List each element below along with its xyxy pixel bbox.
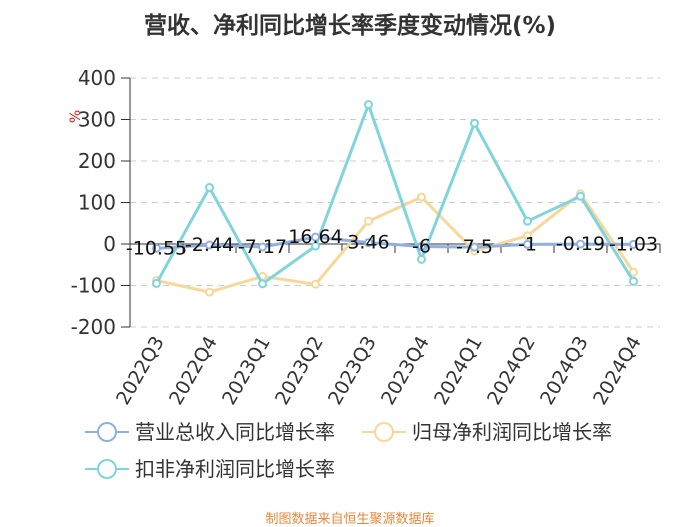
data-point — [364, 216, 373, 226]
x-tick-label: 2023Q4 — [377, 333, 434, 409]
x-tick-label: 2024Q1 — [430, 333, 487, 409]
data-point — [629, 267, 638, 277]
data-point — [311, 241, 320, 251]
x-tick-label: 2023Q1 — [218, 333, 275, 409]
data-point — [258, 242, 267, 252]
y-axis-label: % — [68, 110, 84, 123]
data-point — [152, 243, 161, 253]
data-label: -2.44 — [185, 234, 234, 256]
data-point — [311, 279, 320, 289]
legend-marker — [374, 422, 394, 442]
x-tick-label: 2024Q2 — [483, 333, 540, 409]
data-label: 3.46 — [347, 232, 389, 254]
data-point — [523, 216, 532, 226]
data-point — [364, 238, 373, 248]
data-label: 16.64 — [288, 226, 342, 248]
data-point — [417, 241, 426, 251]
data-label: -10.55 — [126, 237, 187, 259]
data-point — [576, 239, 585, 249]
data-point — [470, 118, 479, 128]
data-label: -1 — [518, 233, 537, 255]
series-line-1 — [156, 192, 635, 294]
data-point — [205, 240, 214, 250]
x-tick-label: 2023Q3 — [324, 333, 381, 409]
source-footer: 制图数据来自恒生聚源数据库 — [265, 512, 435, 527]
data-point — [629, 239, 638, 249]
y-tick-label: 200 — [78, 149, 116, 173]
y-tick-label: 100 — [78, 191, 116, 215]
legend-marker — [97, 459, 117, 479]
data-label: -0.19 — [556, 233, 605, 255]
data-point — [523, 231, 532, 241]
data-point — [205, 287, 214, 297]
series-line-0 — [156, 235, 634, 250]
data-point — [364, 100, 373, 110]
y-tick-label: -100 — [71, 274, 116, 298]
data-point — [576, 191, 585, 201]
data-point — [205, 183, 214, 193]
data-label: -7.17 — [238, 236, 287, 258]
legend-label: 扣非净利润同比增长率 — [135, 457, 335, 481]
x-tick-label: 2024Q4 — [589, 333, 646, 409]
data-point — [417, 254, 426, 264]
series-line-2 — [155, 103, 635, 286]
x-tick-label: 2022Q3 — [112, 333, 169, 409]
data-point — [629, 276, 638, 286]
data-label: -7.5 — [456, 236, 493, 258]
x-tick-label: 2024Q3 — [536, 333, 593, 409]
y-tick-label: 400 — [78, 66, 116, 90]
data-labels: -10.55-2.44 -7.17 16.64 3.46 -6 -7.5 -1 -0.19 -1… — [126, 226, 658, 259]
chart-title: 营收、净利同比增长率季度变动情况(%) — [143, 13, 557, 39]
data-point — [152, 278, 161, 288]
y-tick-label: 300 — [78, 108, 116, 132]
legend-label: 归母净利润同比增长率 — [412, 420, 612, 444]
data-point — [417, 192, 426, 202]
y-tick-label: 0 — [103, 232, 116, 256]
series-lines — [152, 100, 638, 297]
data-point — [523, 239, 532, 249]
data-point — [470, 242, 479, 252]
legend-marker — [97, 422, 117, 442]
data-point — [258, 279, 267, 289]
legend-label: 营业总收入同比增长率 — [135, 420, 335, 444]
x-tick-label: 2023Q2 — [271, 333, 328, 409]
y-tick-label: -200 — [71, 315, 116, 339]
data-label: -6 — [412, 235, 431, 257]
data-label: -1.03 — [609, 233, 658, 255]
data-point — [311, 232, 320, 242]
x-tick-label: 2022Q4 — [165, 333, 222, 409]
